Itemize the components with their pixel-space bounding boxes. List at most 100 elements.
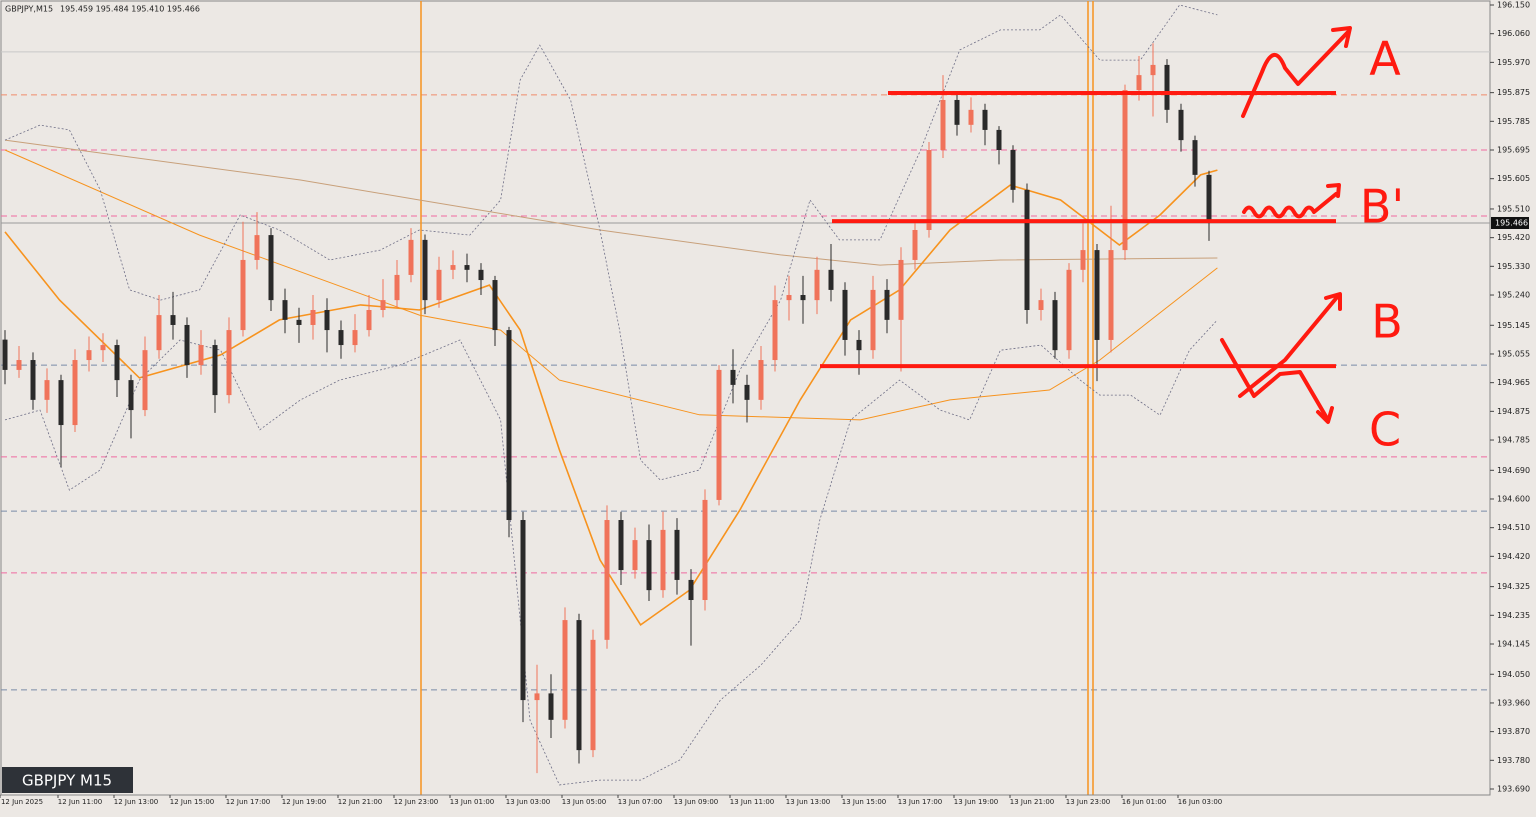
candle-body	[842, 289, 848, 340]
x-tick-label: 13 Jun 09:00	[674, 798, 718, 806]
candle-body	[282, 300, 288, 320]
candle-body	[1206, 174, 1212, 223]
candle-body	[968, 109, 974, 125]
x-tick-label: 16 Jun 03:00	[1178, 798, 1222, 806]
x-tick-label: 12 Jun 21:00	[338, 798, 382, 806]
candle-body	[940, 99, 946, 151]
candles	[2, 43, 1212, 774]
x-tick-label: 13 Jun 21:00	[1010, 798, 1054, 806]
candle-body	[1192, 140, 1198, 175]
candle-body	[240, 259, 246, 331]
y-tick-label: 194.785	[1497, 436, 1530, 445]
indicator-line	[4, 149, 1218, 421]
candle-body	[324, 309, 330, 331]
candle-body	[352, 330, 358, 346]
arrow-b	[1238, 294, 1340, 398]
candle-body	[800, 295, 806, 301]
candle-body	[226, 330, 232, 396]
hand-drawings	[1220, 26, 1352, 424]
candle-body	[730, 369, 736, 385]
y-tick-label: 196.060	[1497, 29, 1530, 38]
x-tick-label: 13 Jun 01:00	[450, 798, 494, 806]
candle-body	[1038, 300, 1044, 310]
y-tick-label: 195.510	[1497, 204, 1530, 213]
candle-body	[1066, 269, 1072, 351]
y-tick-label: 194.600	[1497, 494, 1530, 503]
candle-body	[366, 309, 372, 331]
candle-body	[534, 693, 540, 701]
candle-body	[1024, 189, 1030, 310]
candle-body	[254, 235, 260, 260]
candle-body	[128, 380, 134, 411]
candle-body	[548, 693, 554, 720]
candle-body	[702, 499, 708, 601]
candle-body	[604, 520, 610, 640]
candle-body	[660, 529, 666, 591]
candle-body	[464, 265, 470, 270]
y-tick-label: 195.330	[1497, 262, 1530, 271]
candle-body	[198, 345, 204, 366]
symbol: GBPJPY,M15	[5, 5, 53, 14]
candle-body	[590, 639, 596, 751]
x-tick-label: 13 Jun 23:00	[1066, 798, 1110, 806]
candle-body	[1094, 250, 1100, 340]
candle-body	[632, 540, 638, 571]
candle-body	[184, 324, 190, 366]
y-tick-label: 195.970	[1497, 58, 1530, 67]
x-tick-label: 12 Jun 11:00	[58, 798, 102, 806]
x-tick-label: 13 Jun 13:00	[786, 798, 830, 806]
y-tick-label: 193.780	[1497, 756, 1530, 765]
annotation: C	[1369, 403, 1401, 457]
annotation: B'	[1360, 180, 1404, 234]
y-tick-label: 194.965	[1497, 378, 1530, 387]
indicator-line	[4, 4, 1218, 481]
y-tick-label: 194.510	[1497, 523, 1530, 532]
candle-body	[156, 315, 162, 351]
arrowhead	[1331, 26, 1352, 48]
symbol-box-label: GBPJPY M15	[22, 772, 112, 790]
candle-body	[856, 339, 862, 351]
x-tick-label: 13 Jun 15:00	[842, 798, 886, 806]
candle-body	[954, 99, 960, 125]
candle-body	[828, 269, 834, 290]
y-tick-label: 195.695	[1497, 146, 1530, 155]
y-tick-label: 194.050	[1497, 670, 1530, 679]
candle-body	[310, 309, 316, 325]
arrowhead	[1326, 183, 1341, 198]
y-tick-label: 193.690	[1497, 785, 1530, 794]
candle-body	[982, 109, 988, 130]
candle-body	[338, 330, 344, 346]
indicators	[4, 4, 1218, 786]
candle-body	[996, 129, 1002, 151]
candle-body	[436, 269, 442, 301]
x-tick-label: 12 Jun 19:00	[282, 798, 326, 806]
candle-body	[1010, 150, 1016, 190]
x-tick-label: 16 Jun 01:00	[1122, 798, 1166, 806]
candle-body	[758, 360, 764, 400]
candle-body	[912, 230, 918, 260]
symbol-box	[2, 767, 133, 793]
candle-body	[422, 239, 428, 301]
candle-body	[716, 369, 722, 500]
candle-body	[1164, 64, 1170, 110]
y-tick-label: 193.870	[1497, 727, 1530, 736]
candle-body	[492, 280, 498, 331]
candle-body	[772, 300, 778, 361]
candle-body	[44, 380, 50, 400]
candle-body	[86, 350, 92, 361]
candle-body	[646, 540, 652, 591]
candle-body	[296, 319, 302, 325]
candle-body	[576, 620, 582, 751]
price-tag-label: 195.466	[1495, 218, 1528, 227]
y-tick-label: 195.240	[1497, 291, 1530, 300]
x-tick-label: 12 Jun 13:00	[114, 798, 158, 806]
x-tick-label: 13 Jun 07:00	[618, 798, 662, 806]
x-tick-label: 12 Jun 23:00	[394, 798, 438, 806]
candle-body	[1150, 64, 1156, 76]
y-tick-label: 195.605	[1497, 174, 1530, 183]
candle-body	[114, 345, 120, 381]
candle-body	[2, 339, 8, 370]
arrow-b-prime	[1242, 192, 1338, 219]
